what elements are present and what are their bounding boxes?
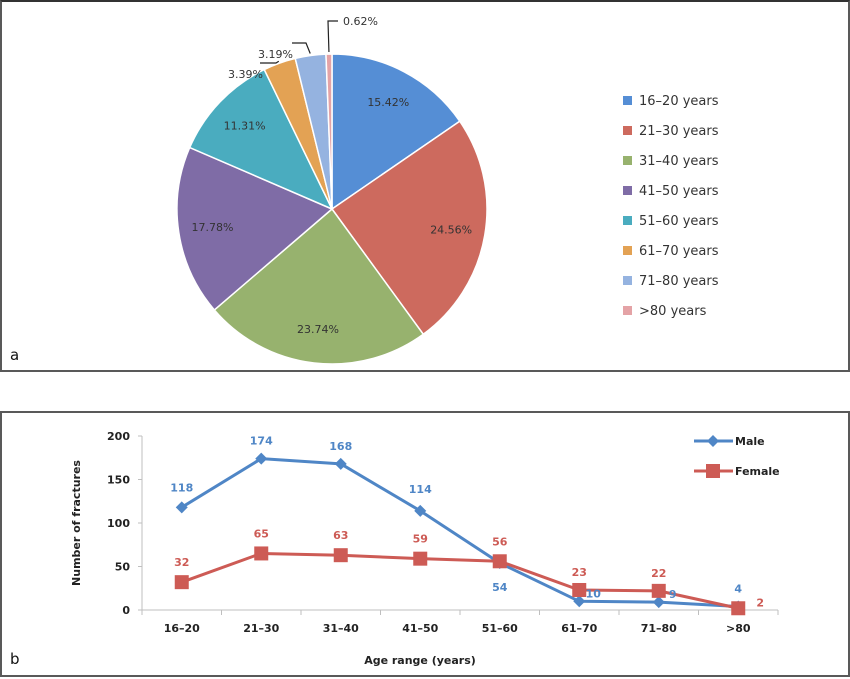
female-data-point [651,583,666,598]
legend-item-label: 71–80 years [639,274,719,289]
legend-item-label: Female [735,465,780,478]
legend-swatch [623,96,632,105]
legend-swatch [623,186,632,195]
pie-leader-line [292,42,311,54]
legend-square-marker [706,464,720,478]
y-tick-label: 150 [107,474,130,487]
pie-slice [331,53,461,211]
y-tick-label: 200 [107,430,130,443]
x-tick-label: 41–50 [402,622,438,635]
female-data-point [254,546,269,561]
x-tick-label: 31–40 [323,622,359,635]
pie-slice-label: 23.74% [297,323,339,336]
x-tick-label: >80 [726,622,751,635]
male-data-label: 9 [669,588,677,601]
x-tick-label: 21–30 [243,622,279,635]
pie-chart: 15.42% 24.56% 23.74% 17.78% 11.31% 3.39% 3.19%… [10,15,719,365]
legend-item-label: Male [735,435,765,448]
male-data-label: 54 [492,581,508,594]
male-data-point [334,457,347,470]
female-data-label: 2 [756,596,764,609]
x-tick-label: 51–60 [482,622,518,635]
pie-slice [213,207,425,365]
legend-swatch [623,216,632,225]
y-axis-title: Number of fractures [70,460,83,586]
female-data-label: 63 [333,529,348,542]
pie-slice [325,53,333,210]
female-series-line [181,551,739,610]
female-data-point [174,575,189,590]
male-data-point [414,504,427,517]
male-series-line [180,457,739,609]
male-data-point [573,595,586,608]
y-tick-label: 50 [115,561,131,574]
female-data-point [492,554,507,569]
legend-swatch [623,126,632,135]
pie-leader-line [260,60,280,64]
pie-slice-label: 3.39% [228,68,263,81]
male-data-point [652,596,665,609]
female-data-label: 23 [572,566,587,579]
legend-item-label: 51–60 years [639,214,719,229]
x-tick-label: 71–80 [641,622,677,635]
pie-slice [330,120,488,336]
male-data-label: 4 [734,583,742,596]
female-data-label: 59 [413,533,428,546]
legend-swatch [623,246,632,255]
legend-item-label: 16–20 years [639,94,719,109]
pie-slice-label: 11.31% [224,119,266,132]
pie-chart-panel: 15.42% 24.56% 23.74% 17.78% 11.31% 3.39% 3.19%… [0,0,850,372]
y-tick-label: 100 [107,517,130,530]
pie-slice-label: 0.62% [343,15,378,28]
female-data-point [333,548,348,563]
legend-item-label: 41–50 years [639,184,719,199]
legend-item-label: 21–30 years [639,124,719,139]
legend-item-label: 61–70 years [639,244,719,259]
panel-label-b: b [10,650,20,668]
male-data-label: 174 [250,435,273,448]
panel-label-a: a [10,346,19,364]
legend-swatch [623,156,632,165]
line-chart-panel: 0 50 100 150 200 16–20 21–30 31–40 41–50 51–60 61… [0,411,850,677]
y-tick-label: 0 [122,604,130,617]
female-data-point [413,551,428,566]
pie-slice [176,146,334,311]
x-axis-title: Age range (years) [364,654,476,667]
female-data-label: 22 [651,567,666,580]
male-data-label: 118 [170,481,193,494]
pie-slice-label: 24.56% [430,223,472,236]
legend-diamond-marker [707,435,719,447]
line-chart: 0 50 100 150 200 16–20 21–30 31–40 41–50 51–60 61… [10,430,780,668]
male-data-point [255,452,268,465]
male-data-label: 114 [409,483,432,496]
male-data-label: 168 [329,440,352,453]
pie-slice [188,68,334,211]
legend-swatch [623,276,632,285]
male-data-label: 10 [586,587,602,600]
female-data-label: 56 [492,535,508,548]
legend-item-label: >80 years [639,304,707,319]
pie-slice-label: 3.19% [258,48,293,61]
pie-leader-line [327,20,338,53]
pie-slice-label: 15.42% [367,96,409,109]
female-data-label: 65 [254,527,269,540]
x-tick-label: 16–20 [164,622,200,635]
pie-slice-label: 17.78% [191,221,233,234]
female-data-label: 32 [174,556,189,569]
female-data-point [731,601,746,616]
legend-swatch [623,306,632,315]
legend-item-label: 31–40 years [639,154,719,169]
male-data-point [175,501,188,514]
x-tick-label: 61–70 [561,622,597,635]
female-data-point [572,582,587,597]
